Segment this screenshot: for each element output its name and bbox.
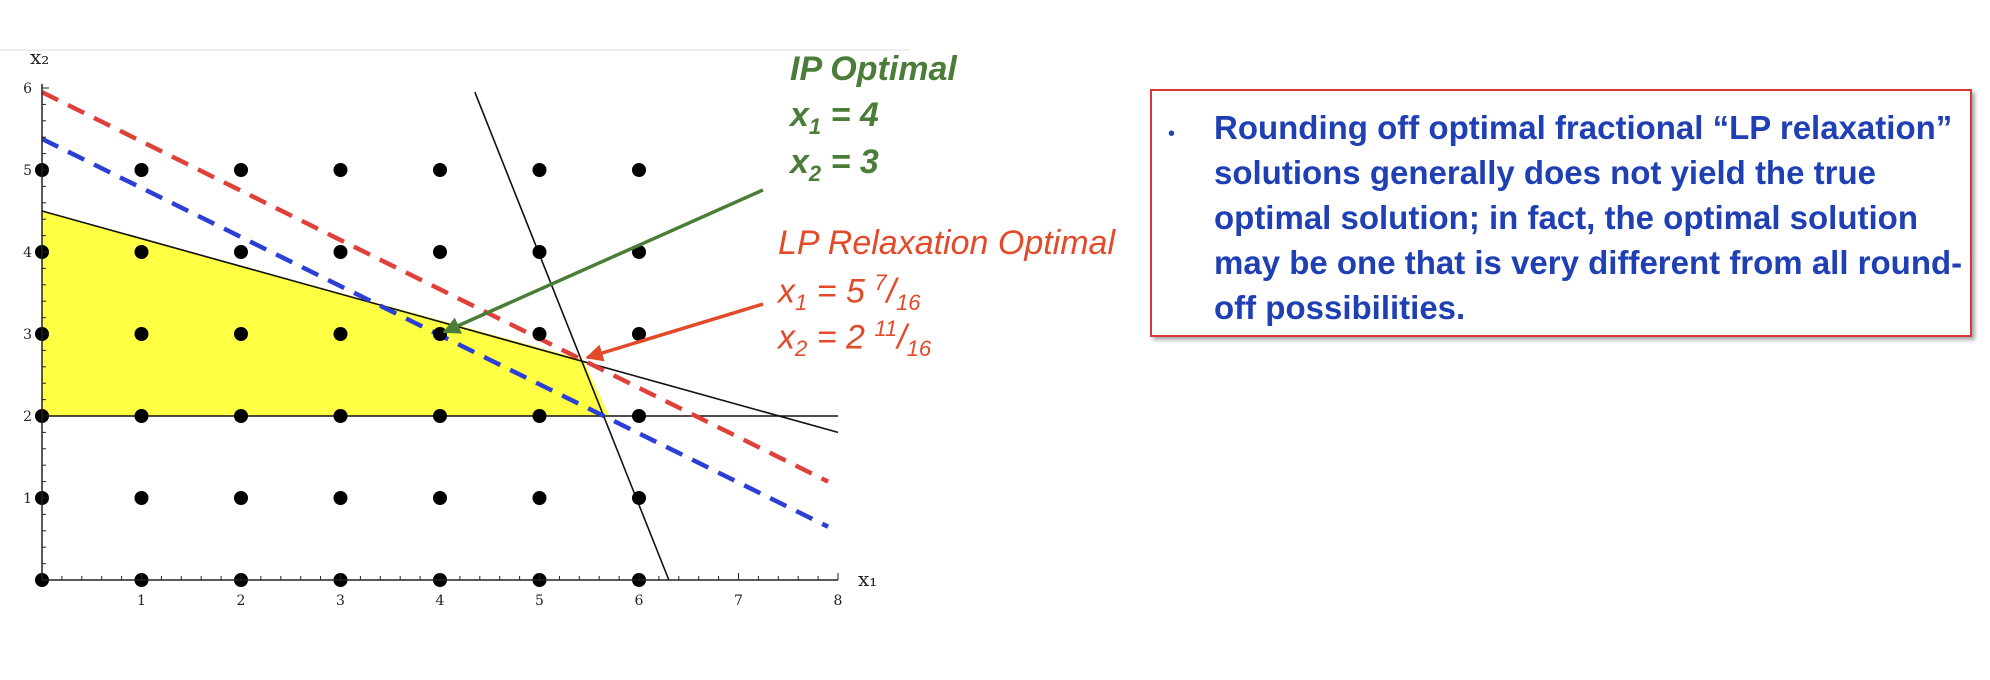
lp-x1-denominator: 16 [896, 290, 921, 316]
integer-point [433, 163, 447, 177]
x-axis-label: x₁ [858, 567, 877, 591]
constraint-line-1 [41, 210, 839, 434]
y-tick-label: 4 [23, 245, 32, 261]
lp-x2-slash: / [897, 318, 907, 357]
x-tick-label: 5 [535, 593, 544, 609]
lp-optimal-x2: x2 = 2 11/16 [778, 318, 931, 360]
integer-point [433, 245, 447, 259]
integer-point [333, 327, 348, 341]
integer-point [234, 409, 248, 423]
integer-point [134, 327, 149, 341]
lp-optimal-title: LP Relaxation Optimal [778, 224, 1116, 262]
feasible-region [42, 211, 610, 416]
ip-x1-sub: 1 [808, 113, 822, 139]
y-tick-label: 1 [23, 491, 32, 507]
integer-point [333, 409, 348, 423]
y-tick-label: 2 [23, 409, 32, 425]
integer-point [134, 163, 149, 177]
x-tick-label: 3 [336, 593, 345, 609]
integer-point [433, 409, 447, 423]
integer-point [632, 327, 646, 341]
integer-point [333, 491, 348, 505]
integer-point [632, 491, 646, 505]
x-tick-label: 8 [834, 593, 843, 609]
integer-point [234, 163, 248, 177]
integer-point [532, 491, 547, 505]
integer-point [134, 409, 149, 423]
x-tick-label: 2 [237, 593, 246, 609]
lp-x2-sub: 2 [795, 336, 808, 362]
integer-point [234, 327, 248, 341]
y-tick-label: 6 [23, 81, 32, 97]
ip-x1-var: x [790, 96, 809, 134]
y-tick-label: 5 [23, 163, 32, 179]
note-text: Rounding off optimal fractional “LP rela… [1214, 109, 1963, 326]
lp-x2-var: x [778, 318, 795, 357]
integer-point [532, 409, 547, 423]
note-box: • Rounding off optimal fractional “LP re… [1150, 89, 1972, 337]
ip-optimal-x2: x2 = 3 [790, 145, 879, 185]
y-axis-label: x₂ [30, 45, 49, 69]
integer-point [134, 491, 149, 505]
objective-line-1 [41, 90, 830, 484]
integer-point [532, 327, 547, 341]
integer-point [433, 327, 447, 341]
ip-x1-value: = 4 [821, 96, 879, 134]
ip-x2-var: x [790, 143, 809, 181]
integer-point [333, 245, 348, 259]
lp-x1-slash: / [886, 272, 897, 311]
integer-point [333, 163, 348, 177]
lp-x1-sub: 1 [795, 290, 808, 316]
ip-optimal-x1: x1 = 4 [790, 98, 879, 138]
lp-optimal-x1: x1 = 5 7/16 [778, 272, 921, 314]
integer-point [532, 163, 547, 177]
integer-point [532, 245, 547, 259]
ip-x2-sub: 2 [808, 160, 822, 186]
lp-x2-value: = 2 [807, 318, 875, 357]
integer-point [632, 409, 646, 423]
lp-x1-numerator: 7 [874, 270, 887, 295]
x-tick-label: 4 [436, 593, 445, 609]
lp-arrow [585, 302, 764, 362]
ip-arrow [442, 188, 764, 334]
integer-point [632, 163, 646, 177]
lp-x2-denominator: 16 [906, 336, 932, 362]
x-tick-label: 1 [137, 593, 146, 609]
ip-optimal-title: IP Optimal [790, 50, 957, 88]
integer-point [234, 491, 248, 505]
integer-point [234, 245, 248, 259]
ip-x2-value: = 3 [821, 143, 879, 181]
lp-x2-numerator: 11 [874, 316, 898, 341]
integer-point [433, 491, 447, 505]
integer-point [134, 245, 149, 259]
lp-x1-value: = 5 [807, 272, 875, 311]
x-tick-label: 7 [734, 593, 743, 609]
lp-x1-var: x [778, 272, 795, 311]
note-bullet: • [1168, 123, 1176, 145]
y-tick-label: 3 [23, 327, 32, 343]
x-tick-label: 6 [635, 593, 644, 609]
